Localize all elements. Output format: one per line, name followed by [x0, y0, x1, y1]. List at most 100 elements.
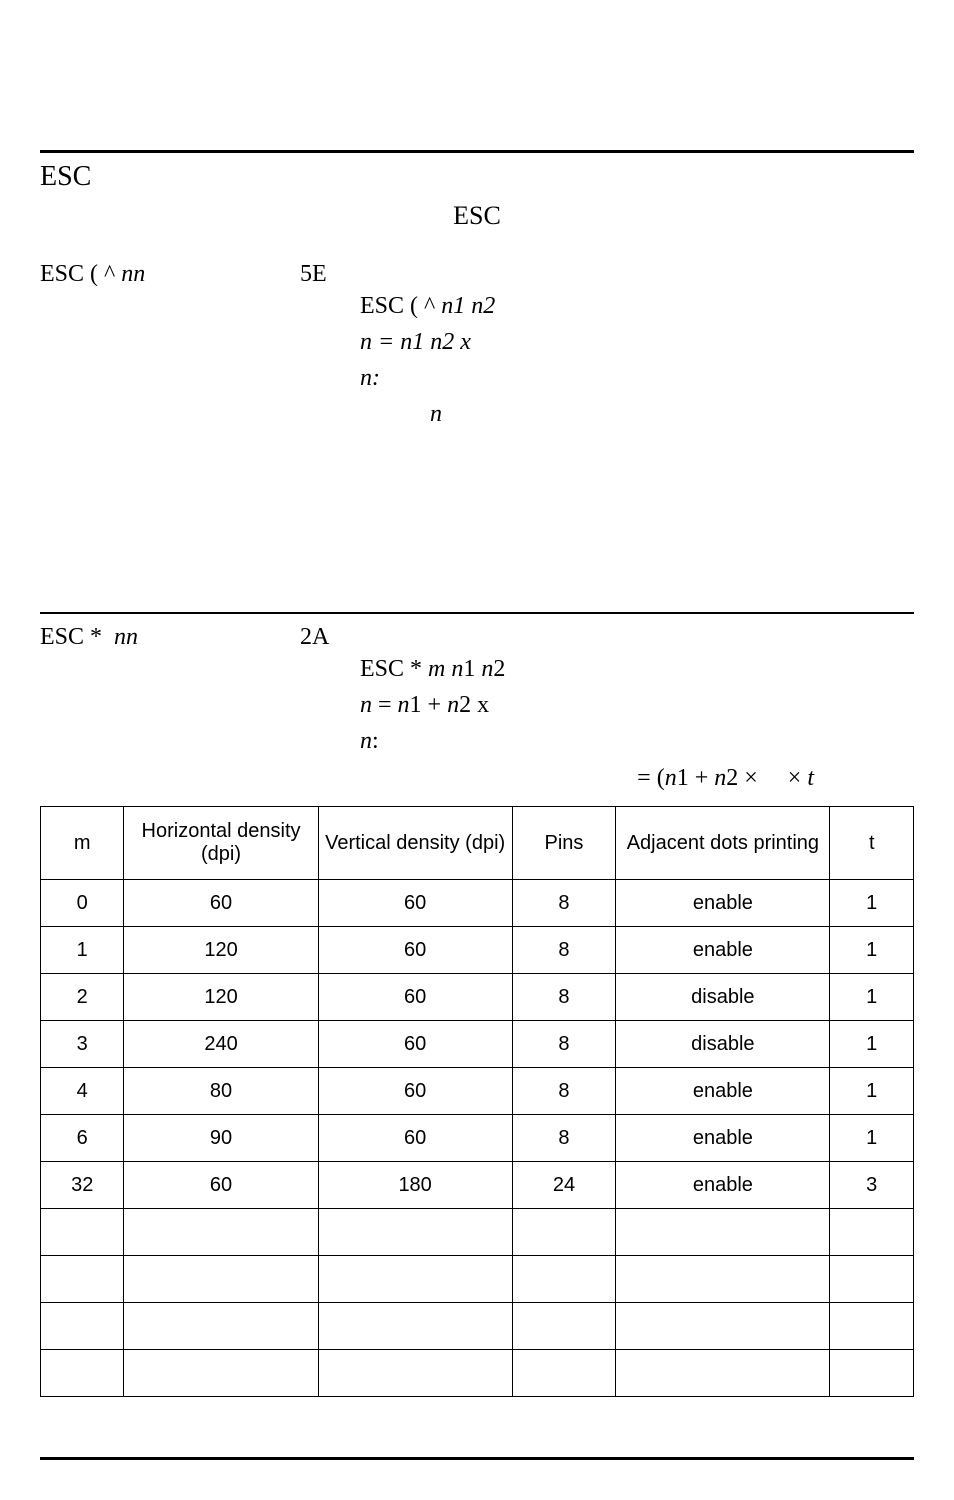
- table-cell: [318, 1209, 512, 1256]
- table-cell: 3: [41, 1021, 124, 1068]
- table-cell: 60: [124, 1162, 318, 1209]
- table-cell: 4: [41, 1068, 124, 1115]
- table-cell: [41, 1256, 124, 1303]
- table-cell: 3: [830, 1162, 914, 1209]
- desc2-line3: n:: [360, 723, 914, 759]
- table-cell: 8: [512, 1115, 616, 1162]
- table-cell: enable: [616, 1068, 830, 1115]
- table-cell: 60: [318, 880, 512, 927]
- cmd1-caret: ^: [104, 261, 115, 287]
- table-cell: 8: [512, 974, 616, 1021]
- table-cell: [318, 1303, 512, 1350]
- desc2-line2: n = n1 + n2 x: [360, 687, 914, 723]
- table-cell: [124, 1350, 318, 1397]
- table-cell: [512, 1256, 616, 1303]
- formula-right: = (n1 + n2 × × t: [40, 765, 914, 792]
- table-row: 2120608disable1: [41, 974, 914, 1021]
- table-cell: enable: [616, 927, 830, 974]
- table-cell: 60: [124, 880, 318, 927]
- table-cell: [830, 1303, 914, 1350]
- th-t: t: [830, 807, 914, 880]
- table-header-row: mHorizontal density (dpi)Vertical densit…: [41, 807, 914, 880]
- table-cell: 2: [41, 974, 124, 1021]
- table-cell: [512, 1209, 616, 1256]
- table-cell: [616, 1209, 830, 1256]
- table-cell: [41, 1209, 124, 1256]
- table-cell: [830, 1209, 914, 1256]
- th-h: Horizontal density (dpi): [124, 807, 318, 880]
- table-row: 1120608enable1: [41, 927, 914, 974]
- table-cell: enable: [616, 1115, 830, 1162]
- table-cell: [318, 1256, 512, 1303]
- cmd1-nn: nn: [121, 261, 145, 287]
- table-cell: 1: [830, 1021, 914, 1068]
- section-esc-star: ESC * nn 2A ESC * m n1 n2 n = n1 + n2 x …: [40, 612, 914, 1397]
- desc-block-2: ESC * m n1 n2 n = n1 + n2 x n:: [360, 651, 914, 759]
- table-cell: [318, 1350, 512, 1397]
- th-a: Adjacent dots printing: [616, 807, 830, 880]
- d1l1-caret: ^: [424, 293, 435, 319]
- table-cell: [512, 1303, 616, 1350]
- table-cell: 60: [318, 927, 512, 974]
- table-cell: 90: [124, 1115, 318, 1162]
- table-row: [41, 1209, 914, 1256]
- table-cell: disable: [616, 1021, 830, 1068]
- center-esc-label: ESC: [40, 201, 914, 231]
- desc1-line3: n:: [360, 360, 914, 396]
- table-cell: 60: [318, 1115, 512, 1162]
- table-cell: enable: [616, 880, 830, 927]
- rule-top-2: [40, 612, 914, 614]
- command-left-2: ESC * nn: [40, 624, 300, 651]
- desc1-line1: ESC ( ^ n1 n2: [360, 288, 914, 324]
- hex-1: 5E: [300, 261, 360, 288]
- table-cell: 24: [512, 1162, 616, 1209]
- table-cell: [616, 1350, 830, 1397]
- table-cell: 80: [124, 1068, 318, 1115]
- table-cell: 120: [124, 927, 318, 974]
- table-cell: [41, 1350, 124, 1397]
- th-v: Vertical density (dpi): [318, 807, 512, 880]
- desc1-line2: n = n1 n2 x: [360, 324, 914, 360]
- table-cell: 6: [41, 1115, 124, 1162]
- table-row: [41, 1303, 914, 1350]
- table-cell: 1: [830, 927, 914, 974]
- table-cell: 0: [41, 880, 124, 927]
- th-m: m: [41, 807, 124, 880]
- cmd2-nn: nn: [114, 624, 138, 650]
- table-cell: 32: [41, 1162, 124, 1209]
- table-row: [41, 1350, 914, 1397]
- density-table: mHorizontal density (dpi)Vertical densit…: [40, 806, 914, 1397]
- table-cell: [616, 1303, 830, 1350]
- table-row: 060608enable1: [41, 880, 914, 927]
- desc1-line4: n: [360, 396, 914, 432]
- table-cell: [124, 1256, 318, 1303]
- cmd2-star: *: [90, 624, 102, 650]
- table-cell: [124, 1303, 318, 1350]
- command-left-1: ESC ( ^ nn: [40, 261, 300, 288]
- section-esc-paren-caret: ESC ESC ESC ( ^ nn 5E ESC ( ^ n1 n2 n = …: [40, 150, 914, 432]
- table-cell: [830, 1350, 914, 1397]
- table-cell: 60: [318, 1068, 512, 1115]
- table-row: 326018024enable3: [41, 1162, 914, 1209]
- table-cell: 8: [512, 927, 616, 974]
- table-cell: [512, 1350, 616, 1397]
- command-row-2: ESC * nn 2A: [40, 624, 914, 651]
- d1l1-rest: n1 n2: [441, 293, 495, 319]
- cmd2-prefix: ESC: [40, 624, 90, 650]
- d1l1-prefix: ESC (: [360, 293, 424, 319]
- table-cell: [124, 1209, 318, 1256]
- table-cell: 60: [318, 1021, 512, 1068]
- cmd1-prefix: ESC (: [40, 261, 104, 287]
- table-row: 3240608disable1: [41, 1021, 914, 1068]
- table-cell: 180: [318, 1162, 512, 1209]
- table-cell: 8: [512, 880, 616, 927]
- table-row: [41, 1256, 914, 1303]
- table-cell: disable: [616, 974, 830, 1021]
- table-cell: 1: [830, 1115, 914, 1162]
- table-cell: 120: [124, 974, 318, 1021]
- table-cell: 1: [41, 927, 124, 974]
- title-esc: ESC: [40, 161, 914, 193]
- table-cell: [830, 1256, 914, 1303]
- hex-2: 2A: [300, 624, 360, 651]
- table-cell: 240: [124, 1021, 318, 1068]
